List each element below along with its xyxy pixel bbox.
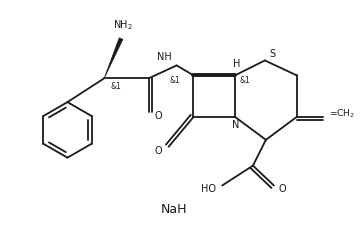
Text: O: O	[155, 146, 162, 156]
Text: NH$_2$: NH$_2$	[113, 18, 133, 32]
Polygon shape	[104, 38, 123, 78]
Text: =CH$_2$: =CH$_2$	[329, 108, 356, 120]
Text: &1: &1	[110, 82, 121, 91]
Text: HO: HO	[201, 184, 216, 194]
Text: S: S	[270, 49, 276, 59]
Text: NaH: NaH	[160, 203, 187, 216]
Text: NH: NH	[157, 52, 171, 62]
Text: H: H	[234, 59, 241, 69]
Text: &1: &1	[170, 76, 180, 85]
Text: O: O	[279, 184, 287, 194]
Text: O: O	[155, 111, 162, 121]
Text: N: N	[232, 120, 240, 130]
Text: &1: &1	[239, 76, 250, 85]
